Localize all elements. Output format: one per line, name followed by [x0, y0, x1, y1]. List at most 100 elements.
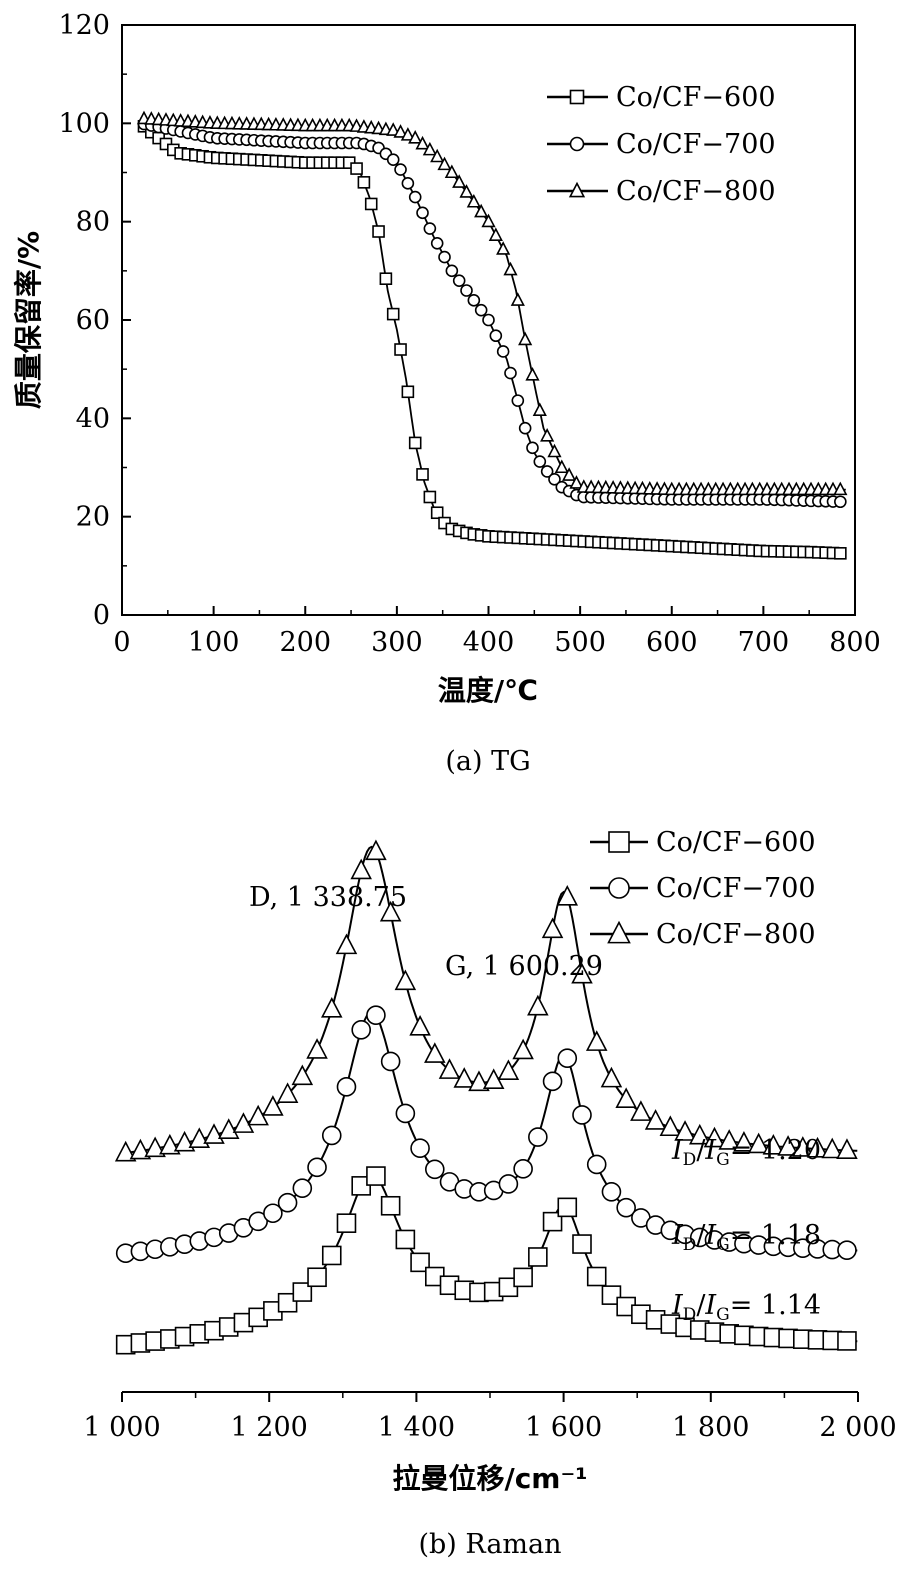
raman-xtick-label: 2 000	[819, 1412, 896, 1443]
raman-point	[453, 1067, 476, 1088]
raman-point	[528, 1247, 548, 1267]
tg-point	[474, 203, 489, 218]
raman-legend-label: Co/CF−600	[656, 827, 816, 858]
tg-point	[416, 206, 429, 220]
raman-point	[321, 1125, 342, 1146]
tg-point	[481, 213, 496, 228]
raman-point	[557, 1197, 578, 1218]
tg-point	[460, 284, 473, 297]
raman-point	[351, 1176, 372, 1196]
tg-xtick-label: 600	[646, 627, 698, 658]
raman-legend-label: Co/CF−800	[656, 919, 816, 950]
raman-series-co-cf-700	[115, 1005, 858, 1264]
raman-point	[394, 969, 417, 991]
raman-point	[821, 1137, 844, 1159]
raman-point	[836, 1138, 858, 1159]
raman-point	[114, 1140, 137, 1162]
raman-point	[307, 1157, 327, 1178]
tg-point	[496, 241, 511, 255]
tg-point	[482, 313, 495, 327]
raman-point	[674, 1120, 696, 1141]
tg-point	[393, 124, 408, 138]
raman-point	[350, 858, 372, 880]
tg-point	[423, 490, 437, 504]
tg-xtick-label: 800	[829, 627, 881, 658]
raman-point	[586, 1154, 607, 1175]
tg-point	[518, 331, 533, 346]
tg-legend-marker	[569, 89, 585, 105]
raman-series-co-cf-800	[114, 839, 858, 1162]
raman-point	[292, 1178, 313, 1199]
raman-point	[217, 1118, 240, 1139]
tg-point	[350, 162, 363, 175]
raman-point	[335, 933, 358, 955]
raman-point	[644, 1109, 667, 1130]
tg-xtick-label: 500	[554, 627, 606, 658]
raman-point	[263, 1203, 283, 1224]
raman-point	[572, 1105, 592, 1125]
tg-point	[489, 329, 503, 343]
raman-point	[277, 1192, 298, 1213]
tg-point	[401, 385, 415, 399]
tg-point	[445, 264, 459, 278]
raman-legend-marker	[607, 920, 631, 944]
tg-xtick-label: 700	[738, 627, 790, 658]
tg-point	[532, 402, 547, 417]
tg-xlabel: 温度/℃	[438, 674, 538, 707]
raman-point	[572, 1234, 592, 1254]
raman-point	[144, 1136, 166, 1158]
raman-point	[513, 1267, 533, 1288]
raman-point	[762, 1133, 785, 1155]
tg-point	[554, 459, 569, 474]
raman-xtick-label: 1 600	[525, 1412, 602, 1443]
raman-point	[380, 1195, 401, 1216]
raman-point	[616, 1197, 636, 1218]
tg-point	[430, 148, 445, 163]
tg-point	[438, 250, 451, 264]
raman-peak-g-label: G, 1 600.29	[445, 951, 603, 982]
tg-point	[548, 472, 561, 486]
raman-point	[351, 1020, 372, 1040]
raman-ticks: 1 000 1 200 1 400 1 600 1 800 2 000	[83, 1392, 897, 1443]
raman-point	[557, 1048, 578, 1069]
tg-point	[488, 227, 503, 241]
raman-point	[527, 994, 549, 1016]
raman-point	[438, 1058, 461, 1079]
tg-legend-label: Co/CF−800	[616, 176, 776, 207]
raman-point	[424, 1042, 446, 1063]
raman-point	[718, 1129, 740, 1150]
tg-point	[503, 261, 518, 276]
tg-point	[525, 367, 540, 381]
raman-point	[703, 1126, 726, 1148]
raman-point	[792, 1136, 814, 1157]
tg-ticks: 0 100 200 300 400 500 600 700 800 0 20 40 60 80 100 120	[58, 10, 880, 658]
tg-series-co-cf-600	[137, 119, 847, 560]
tg-point	[526, 441, 539, 455]
tg-series	[136, 110, 848, 560]
tg-point	[452, 174, 467, 188]
raman-point	[837, 1240, 857, 1260]
raman-point	[659, 1115, 682, 1137]
tg-point	[518, 421, 532, 435]
tg-point	[459, 184, 474, 198]
raman-point	[336, 1077, 357, 1097]
raman-point	[320, 997, 343, 1018]
raman-point	[600, 1066, 623, 1088]
raman-xtick-label: 1 000	[83, 1412, 160, 1443]
raman-point	[542, 1211, 563, 1232]
tg-xtick-label: 0	[113, 627, 130, 658]
raman-point	[541, 917, 564, 939]
raman-point	[380, 1051, 401, 1072]
tg-legend-label: Co/CF−600	[616, 82, 776, 113]
raman-point	[395, 1103, 416, 1124]
tg-caption: (a) TG	[445, 746, 530, 777]
raman-legend-marker	[608, 831, 630, 853]
raman-series	[114, 839, 858, 1355]
raman-point	[262, 1095, 284, 1116]
raman-point	[365, 839, 387, 861]
tg-point	[386, 153, 400, 167]
raman-point	[159, 1133, 181, 1155]
raman-ratio-800: ID/IG= 1.20	[671, 1135, 821, 1170]
raman-point	[571, 962, 593, 984]
